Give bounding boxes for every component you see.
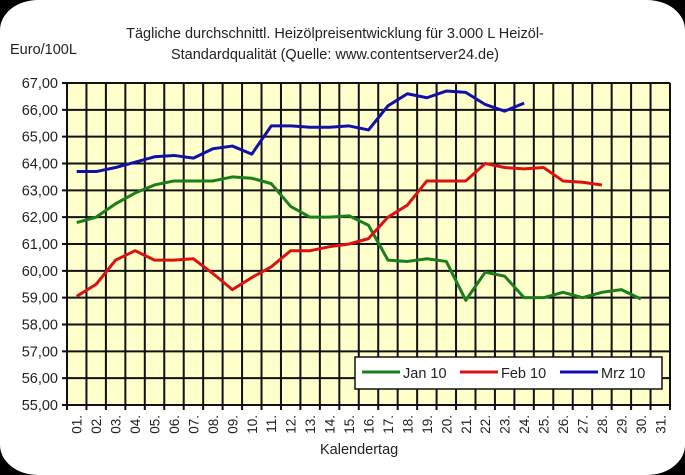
y-tick-label: 58,00 <box>22 318 58 334</box>
x-tick-label: 20. <box>439 415 454 434</box>
series-line-mrz-10 <box>76 89 525 174</box>
series-line-feb-10 <box>75 162 603 298</box>
x-tick-label: 10. <box>245 415 260 434</box>
y-axis-label: Euro/100L <box>10 42 77 58</box>
x-tick-label: 17. <box>381 415 396 434</box>
x-tick-label: 07. <box>186 415 201 434</box>
x-tick-label: 16. <box>362 415 377 434</box>
x-tick-label: 30. <box>634 415 649 434</box>
x-tick-label: 27. <box>575 415 590 434</box>
x-tick-label: 05. <box>148 415 163 434</box>
x-tick-label: 08. <box>206 415 221 434</box>
x-tick-label: 12. <box>284 415 299 434</box>
x-tick-label: 11. <box>264 415 279 433</box>
x-tick-label: 01. <box>70 415 85 434</box>
x-tick-label: 23. <box>498 415 513 434</box>
y-tick-label: 61,00 <box>22 237 58 253</box>
y-tick-label: 62,00 <box>22 210 58 226</box>
y-tick-label: 59,00 <box>22 291 58 307</box>
x-tick-label: 04. <box>128 415 143 434</box>
x-axis-label: Kalendertag <box>320 442 399 458</box>
x-tick-label: 06. <box>167 415 182 434</box>
x-tick-label: 02. <box>89 415 104 434</box>
y-tick-label: 66,00 <box>22 103 58 119</box>
x-tick-label: 29. <box>614 415 629 434</box>
x-tick-label: 26. <box>556 415 571 434</box>
legend-label: Mrz 10 <box>601 366 645 382</box>
y-tick-label: 65,00 <box>22 130 58 146</box>
x-tick-label: 24. <box>517 415 532 434</box>
y-tick-label: 56,00 <box>22 371 58 387</box>
chart-title-line2: Standardqualität (Quelle: www.contentser… <box>170 47 500 63</box>
x-tick-label: 09. <box>225 415 240 434</box>
y-tick-label: 67,00 <box>22 76 58 92</box>
chart-title: Tägliche durchschnittl. Heizölpreisentwi… <box>100 24 570 66</box>
x-tick-label: 28. <box>595 415 610 434</box>
x-tick-label: 31. <box>653 415 668 434</box>
x-tick-label: 13. <box>303 415 318 434</box>
x-tick-label: 14. <box>323 415 338 434</box>
x-tick-label: 21. <box>459 415 474 434</box>
x-tick-label: 25. <box>537 415 552 434</box>
y-tick-label: 60,00 <box>22 264 58 280</box>
x-tick-label: 19. <box>420 415 435 434</box>
y-tick-label: 63,00 <box>22 183 58 199</box>
y-tick-label: 64,00 <box>22 157 58 173</box>
legend <box>354 356 663 390</box>
y-tick-label: 57,00 <box>22 344 58 360</box>
x-tick-label: 15. <box>342 415 357 434</box>
y-tick-label: 55,00 <box>22 398 58 414</box>
chart-title-line1: Tägliche durchschnittl. Heizölpreisentwi… <box>126 26 544 42</box>
series-line-jan-10 <box>76 175 642 302</box>
x-tick-label: 22. <box>478 415 493 434</box>
x-tick-label: 03. <box>109 415 124 434</box>
x-tick-label: 18. <box>400 415 415 434</box>
legend-label: Feb 10 <box>501 366 546 382</box>
legend-label: Jan 10 <box>403 366 447 382</box>
